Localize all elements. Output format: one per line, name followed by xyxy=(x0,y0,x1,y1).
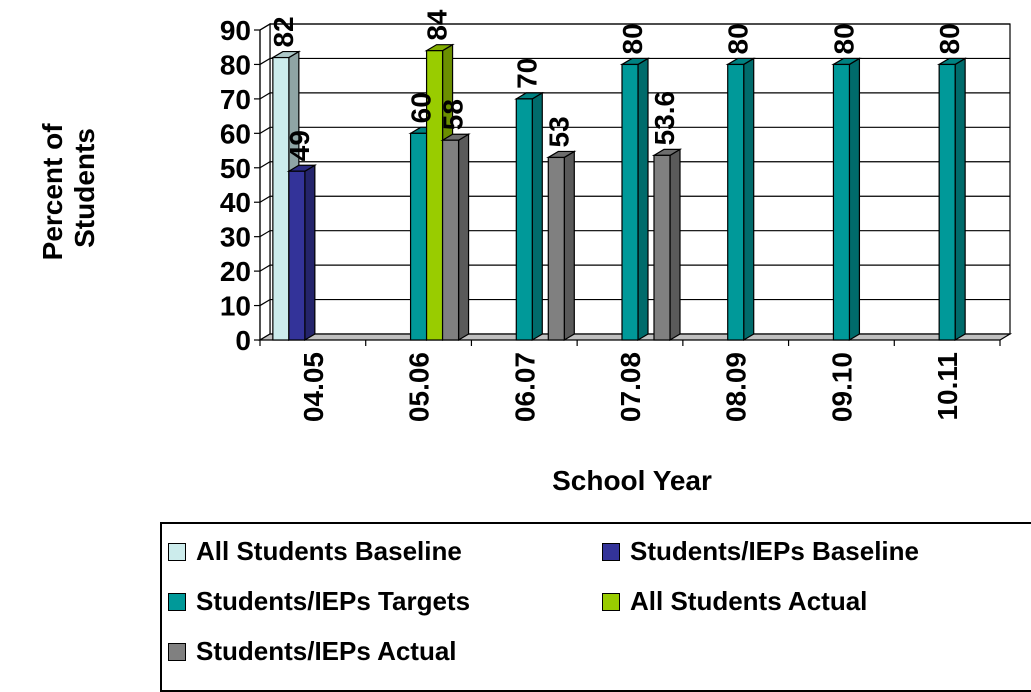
legend-item: All Students Baseline xyxy=(168,536,462,567)
x-axis-title: School Year xyxy=(552,465,712,496)
legend-swatch xyxy=(168,642,186,661)
gridline xyxy=(259,298,1010,307)
bar-side xyxy=(304,164,316,342)
y-tick-label: 10 xyxy=(220,291,251,322)
x-tick-label: 08.09 xyxy=(721,352,752,422)
bar-side xyxy=(531,91,543,342)
legend-label: Students/IEPs Targets xyxy=(196,586,471,616)
x-tick-label: 07.08 xyxy=(615,352,646,422)
y-tick-label: 60 xyxy=(220,118,251,149)
bar-front xyxy=(832,63,851,341)
legend-item: Students/IEPs Baseline xyxy=(602,536,919,567)
y-tick-label: 50 xyxy=(220,153,251,184)
data-label: 53 xyxy=(543,116,574,147)
plot-side-wall xyxy=(259,22,271,342)
bar xyxy=(514,91,545,342)
gridline xyxy=(259,126,1010,134)
bars xyxy=(270,43,968,342)
data-label: 49 xyxy=(284,130,315,161)
gridline xyxy=(259,92,1010,100)
y-axis-title: Percent of Students xyxy=(37,116,100,261)
data-label: 53.6 xyxy=(649,91,680,146)
legend-item: Students/IEPs Actual xyxy=(168,636,457,667)
bar xyxy=(651,148,683,342)
y-tick-label: 80 xyxy=(220,49,251,80)
legend-swatch xyxy=(168,592,186,611)
legend-label: All Students Baseline xyxy=(196,536,462,566)
legend: All Students Baseline Students/IEPs Basel… xyxy=(160,522,1031,692)
gridline xyxy=(259,230,1010,238)
legend-label: Students/IEPs Actual xyxy=(196,636,457,666)
bar-front xyxy=(409,132,428,341)
x-tick-label: 04.05 xyxy=(298,352,329,422)
bar xyxy=(286,164,318,342)
bar-front xyxy=(653,154,671,341)
bar-side xyxy=(637,57,649,342)
x-tick-label: 05.06 xyxy=(404,352,435,422)
legend-label: All Students Actual xyxy=(630,586,868,616)
bar-side xyxy=(457,133,470,342)
data-label: 84 xyxy=(422,9,453,41)
y-tick-label: 20 xyxy=(220,256,251,287)
bar-side xyxy=(669,148,681,342)
bar xyxy=(831,57,862,342)
bar-front xyxy=(515,98,533,341)
y-tick-label: 90 xyxy=(220,15,251,46)
gridline xyxy=(259,23,1010,31)
bar xyxy=(936,57,968,342)
data-label: 58 xyxy=(438,99,469,130)
bar-front xyxy=(441,139,460,341)
bar-side xyxy=(848,57,861,342)
data-label: 80 xyxy=(723,23,754,54)
legend-swatch xyxy=(602,592,620,611)
bar-front xyxy=(938,63,956,341)
legend-swatch xyxy=(168,542,186,561)
bar xyxy=(546,150,577,342)
bar-front xyxy=(547,156,565,341)
legend-swatch xyxy=(602,542,620,561)
bar xyxy=(440,133,471,342)
data-label: 80 xyxy=(934,23,965,54)
y-axis-title-line1: Percent of xyxy=(37,123,68,261)
y-tick-label: 0 xyxy=(235,325,251,356)
y-tick-label: 30 xyxy=(220,222,251,253)
data-label: 60 xyxy=(406,92,437,123)
bar-front xyxy=(621,63,639,341)
bar-side xyxy=(954,57,966,342)
y-axis-title-line2: Students xyxy=(69,128,100,248)
bar-front xyxy=(727,63,745,341)
legend-item: Students/IEPs Targets xyxy=(168,586,470,617)
y-tick-label: 40 xyxy=(220,187,251,218)
data-label: 80 xyxy=(828,23,859,54)
x-axis-ticks: 04.05 05.06 06.07 07.08 08.09 09.10 10.11 xyxy=(259,340,1001,422)
legend-item: All Students Actual xyxy=(602,586,867,617)
gridline xyxy=(259,264,1010,272)
bar-front xyxy=(288,170,306,341)
data-label: 70 xyxy=(511,58,542,89)
x-tick-label: 06.07 xyxy=(509,352,540,422)
bar xyxy=(725,57,756,342)
y-tick-label: 70 xyxy=(220,84,251,115)
x-tick-label: 10.11 xyxy=(932,352,963,421)
gridlines xyxy=(259,23,1010,307)
data-label: 80 xyxy=(617,23,648,54)
bar-side xyxy=(563,150,575,342)
gridline xyxy=(259,195,1010,203)
bar-front xyxy=(272,56,290,341)
gridline xyxy=(259,57,1010,65)
x-tick-label: 09.10 xyxy=(826,352,857,422)
gridline xyxy=(259,161,1010,169)
legend-label: Students/IEPs Baseline xyxy=(630,536,919,566)
data-labels: 82 49 60 70 80 80 80 80 84 58 53 53.6 xyxy=(268,9,965,161)
data-label: 82 xyxy=(268,16,299,47)
bar-side xyxy=(743,57,755,342)
bar xyxy=(619,57,651,342)
